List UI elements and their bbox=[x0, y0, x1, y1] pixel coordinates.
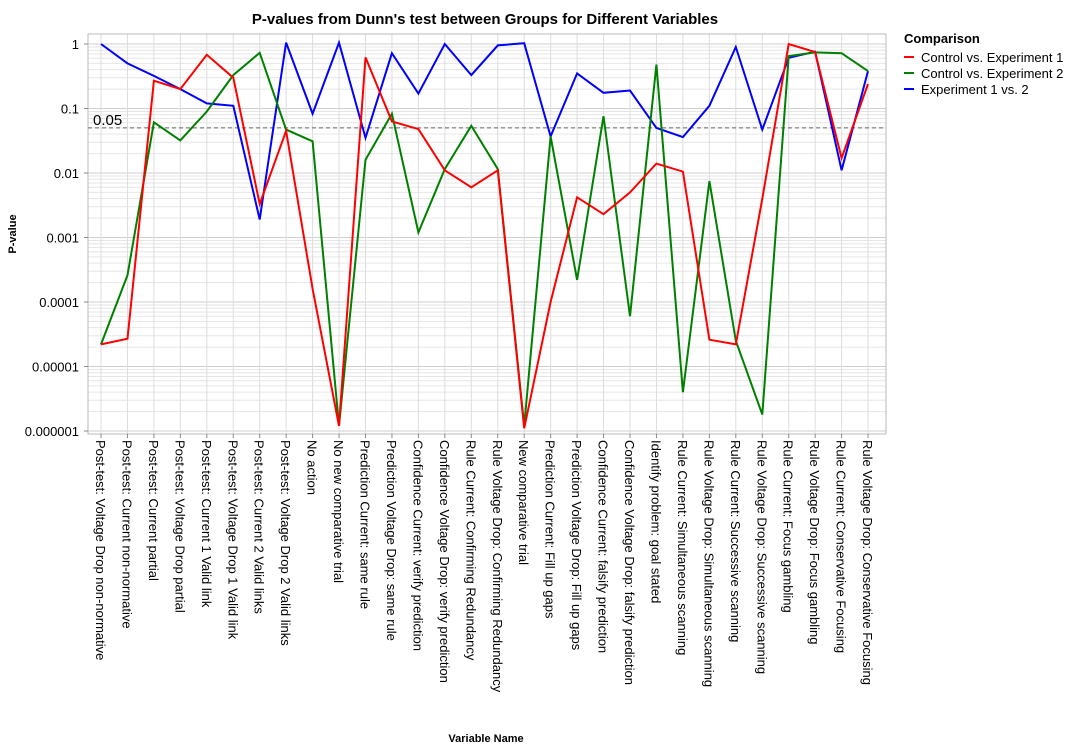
x-tick-label: Rule Voltage Drop: Conservative Focusing bbox=[860, 440, 875, 685]
gridlines bbox=[88, 34, 886, 434]
reference-line-label: 0.05 bbox=[93, 112, 122, 129]
series-line-control-vs-experiment-2 bbox=[100, 51, 869, 427]
x-tick-label: Confidence Current: falsify prediction bbox=[596, 440, 611, 653]
x-tick-label: New comparative trial bbox=[516, 440, 531, 565]
y-tick-label: 0.0001 bbox=[39, 295, 79, 310]
x-axis-title: Variable Name bbox=[448, 733, 523, 745]
x-tick-label: No new comparative trial bbox=[331, 440, 346, 583]
x-tick-label: Post-test: Current 1 Valid link bbox=[199, 440, 214, 608]
x-tick-label: Rule Current: Conservative Focusing bbox=[834, 440, 849, 653]
x-tick-label: Prediction Current: Fill up gaps bbox=[543, 440, 558, 619]
legend-label: Experiment 1 vs. 2 bbox=[921, 82, 1029, 97]
series-lines bbox=[100, 39, 869, 429]
x-tick-label: Rule Voltage Drop: Confirming Redundancy bbox=[490, 440, 505, 693]
series-line-control-vs-experiment-1 bbox=[100, 42, 869, 429]
x-tick-label: Post-test: Current 2 Valid links bbox=[252, 440, 267, 614]
chart-title: P-values from Dunn's test between Groups… bbox=[252, 11, 718, 28]
y-tick-label: 0.000001 bbox=[25, 424, 79, 439]
x-tick-label: Rule Voltage Drop: Focus gambling bbox=[807, 440, 822, 645]
legend-label: Control vs. Experiment 2 bbox=[921, 66, 1063, 81]
x-tick-label: Confidence Voltage Drop: falsify predict… bbox=[622, 440, 637, 685]
x-tick-label: Post-test: Current partial bbox=[146, 440, 161, 581]
y-tick-label: 0.1 bbox=[61, 102, 79, 117]
series-line-experiment-1-vs-2 bbox=[100, 39, 869, 220]
x-tick-label: Post-test: Voltage Drop partial bbox=[172, 440, 187, 613]
x-tick-label: Rule Voltage Drop: Simultaneous scanning bbox=[701, 440, 716, 687]
x-tick-label: Rule Current: Confirming Redundancy bbox=[463, 440, 478, 661]
x-axis-ticks: Post-test: Voltage Drop non-normative Pos… bbox=[93, 434, 875, 693]
x-tick-label: Confidence Current: verify prediction bbox=[410, 440, 425, 651]
y-tick-label: 1 bbox=[72, 37, 79, 52]
legend-label: Control vs. Experiment 1 bbox=[921, 50, 1063, 65]
x-tick-label: Prediction Current: same rule bbox=[358, 440, 373, 609]
x-tick-label: Post-test: Voltage Drop 1 Valid link bbox=[225, 440, 240, 640]
y-axis-title: P-value bbox=[7, 214, 19, 253]
x-tick-label: Post-test: Voltage Drop non-normative bbox=[93, 440, 108, 660]
x-tick-label: Prediction Voltage Drop: same rule bbox=[384, 440, 399, 641]
x-tick-label: Rule Current: Simultaneous scanning bbox=[675, 440, 690, 655]
x-tick-label: No action bbox=[305, 440, 320, 495]
x-tick-label: Confidence Voltage Drop: verify predicti… bbox=[437, 440, 452, 683]
x-tick-label: Rule Current: Focus gambling bbox=[781, 440, 796, 613]
x-tick-label: Rule Current: Successive scanning bbox=[728, 440, 743, 642]
reference-line-group: 0.05 bbox=[88, 112, 886, 129]
x-tick-label: Post-test: Voltage Drop 2 Valid links bbox=[278, 440, 293, 646]
y-axis-ticks: 1 0.1 0.01 0.001 0.0001 0.00001 0.000001 bbox=[25, 37, 88, 439]
x-tick-label: Prediction Voltage Drop: Fill up gaps bbox=[569, 440, 584, 651]
y-tick-label: 0.001 bbox=[46, 231, 79, 246]
x-tick-label: Post-test: Current non-normative bbox=[120, 440, 135, 629]
y-tick-label: 0.01 bbox=[54, 166, 79, 181]
y-tick-label: 0.00001 bbox=[32, 360, 79, 375]
legend: Comparison Control vs. Experiment 1Contr… bbox=[904, 31, 1063, 97]
legend-title: Comparison bbox=[904, 31, 980, 46]
plot-frame bbox=[87, 33, 887, 435]
x-tick-label: Rule Voltage Drop: Successive scanning bbox=[754, 440, 769, 674]
x-tick-label: Identify problem: goal stated bbox=[648, 440, 663, 603]
